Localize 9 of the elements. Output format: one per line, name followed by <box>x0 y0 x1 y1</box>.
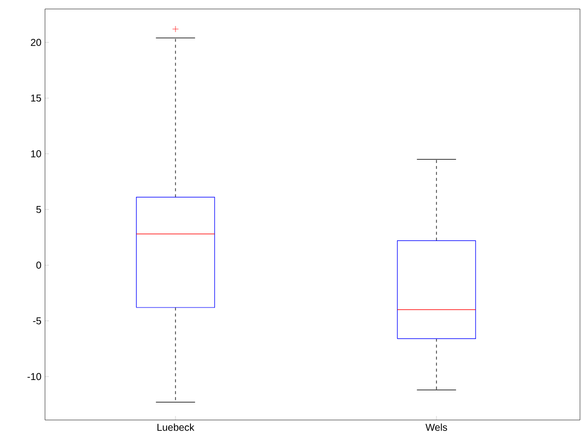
y-tick-label: 0 <box>36 262 42 269</box>
x-tick-label: Wels <box>426 424 448 431</box>
y-tick-label: 20 <box>30 38 42 46</box>
x-tick-label: Luebeck <box>157 424 194 431</box>
y-tick-label: 15 <box>31 94 42 102</box>
y-tick-label: -5 <box>33 317 42 324</box>
y-tick-label: 10 <box>31 150 42 158</box>
y-tick-label: 5 <box>36 206 42 213</box>
y-tick-label: -10 <box>28 373 42 380</box>
